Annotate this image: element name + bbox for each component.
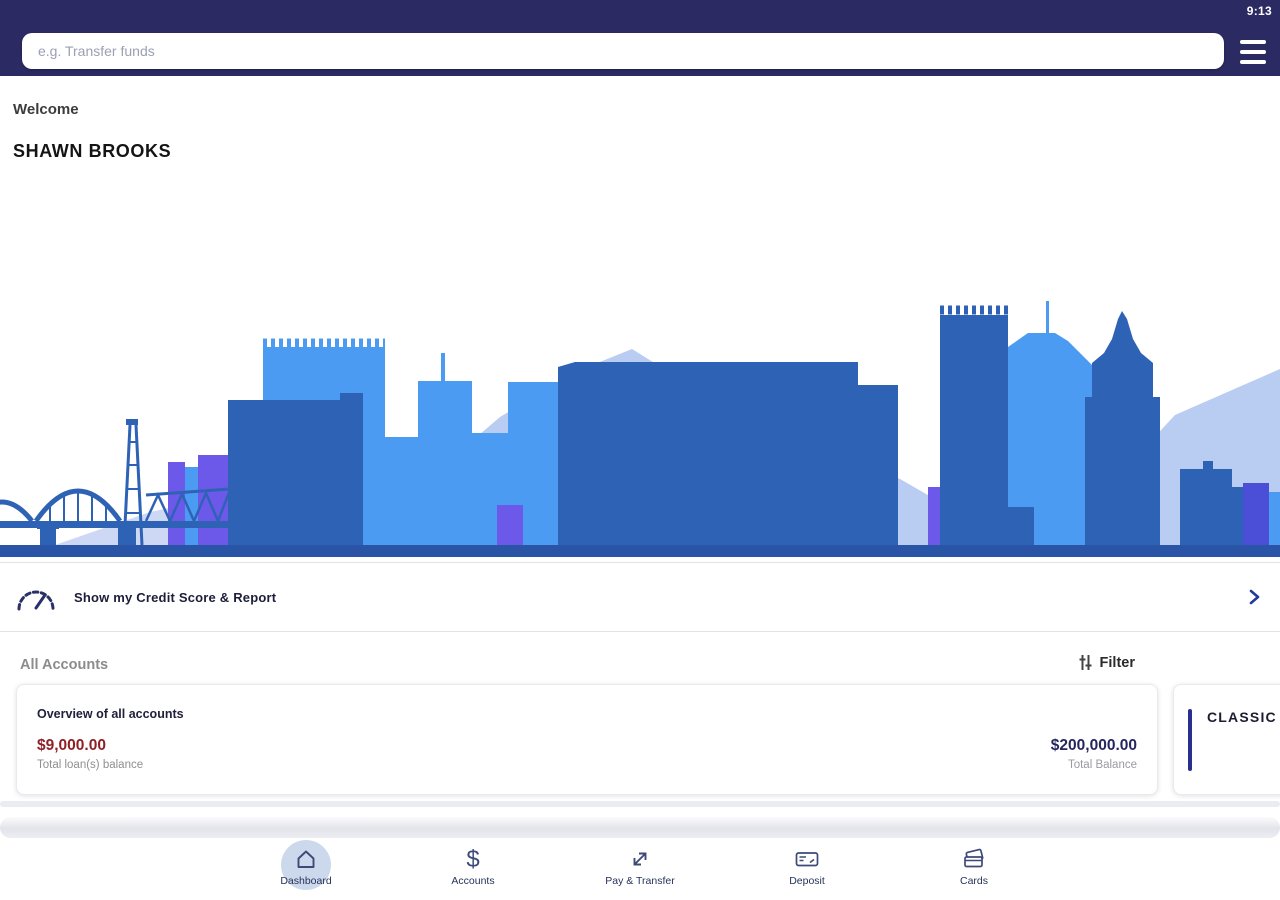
total-loan-balance-value: $9,000.00 bbox=[37, 737, 106, 754]
nav-item-cards[interactable]: Cards bbox=[914, 838, 1034, 898]
accounts-overview-card[interactable]: Overview of all accounts $9,000.00 Total… bbox=[16, 684, 1158, 795]
chevron-right-icon bbox=[1249, 589, 1260, 605]
svg-text:$: $ bbox=[466, 846, 479, 872]
dollar-icon: $ bbox=[466, 846, 479, 872]
bottom-navigation: Dashboard $ Accounts Pay & Transfer bbox=[0, 838, 1280, 900]
overview-card-title: Overview of all accounts bbox=[37, 707, 184, 721]
nav-label-pay-transfer: Pay & Transfer bbox=[605, 875, 675, 887]
nav-label-accounts: Accounts bbox=[451, 875, 495, 887]
credit-score-label: Show my Credit Score & Report bbox=[74, 589, 277, 605]
nav-label-deposit: Deposit bbox=[789, 875, 825, 887]
total-loan-balance-label: Total loan(s) balance bbox=[37, 759, 144, 771]
credit-score-row[interactable]: Show my Credit Score & Report bbox=[0, 562, 1280, 632]
filter-sliders-icon bbox=[1079, 655, 1092, 670]
nav-label-cards: Cards bbox=[959, 875, 988, 887]
gauge-icon bbox=[17, 590, 55, 611]
hamburger-menu-icon[interactable] bbox=[1240, 40, 1268, 64]
classic-card-title: CLASSIC bbox=[1207, 709, 1277, 725]
nav-item-dashboard[interactable]: Dashboard bbox=[246, 838, 366, 898]
welcome-greeting: Welcome bbox=[13, 101, 79, 118]
nav-item-accounts[interactable]: $ Accounts bbox=[413, 838, 533, 898]
cards-icon bbox=[964, 848, 984, 868]
card-row-divider bbox=[0, 801, 1280, 807]
top-header: 9:13 bbox=[0, 0, 1280, 76]
classic-card-accent-bar bbox=[1188, 709, 1192, 771]
accounts-section-header: All Accounts Filter bbox=[0, 650, 1280, 680]
search-input[interactable] bbox=[22, 33, 1224, 69]
nav-item-pay-transfer[interactable]: Pay & Transfer bbox=[580, 838, 700, 898]
section-divider-band bbox=[0, 817, 1280, 838]
user-name: SHAWN BROOKS bbox=[13, 141, 172, 161]
transfer-arrows-icon bbox=[633, 852, 647, 866]
filter-label: Filter bbox=[1099, 654, 1135, 671]
deposit-check-icon bbox=[795, 852, 819, 867]
filter-button[interactable]: Filter bbox=[1078, 654, 1135, 671]
total-balance-value: $200,000.00 bbox=[1050, 737, 1137, 754]
accounts-section-title: All Accounts bbox=[20, 657, 109, 673]
home-icon bbox=[297, 850, 315, 868]
nav-item-deposit[interactable]: Deposit bbox=[747, 838, 867, 898]
status-time: 9:13 bbox=[1246, 4, 1272, 18]
classic-account-card[interactable]: CLASSIC bbox=[1173, 684, 1280, 795]
nav-label-dashboard: Dashboard bbox=[280, 875, 332, 887]
total-balance-label: Total Balance bbox=[1067, 759, 1137, 771]
city-skyline-illustration bbox=[0, 301, 1280, 557]
